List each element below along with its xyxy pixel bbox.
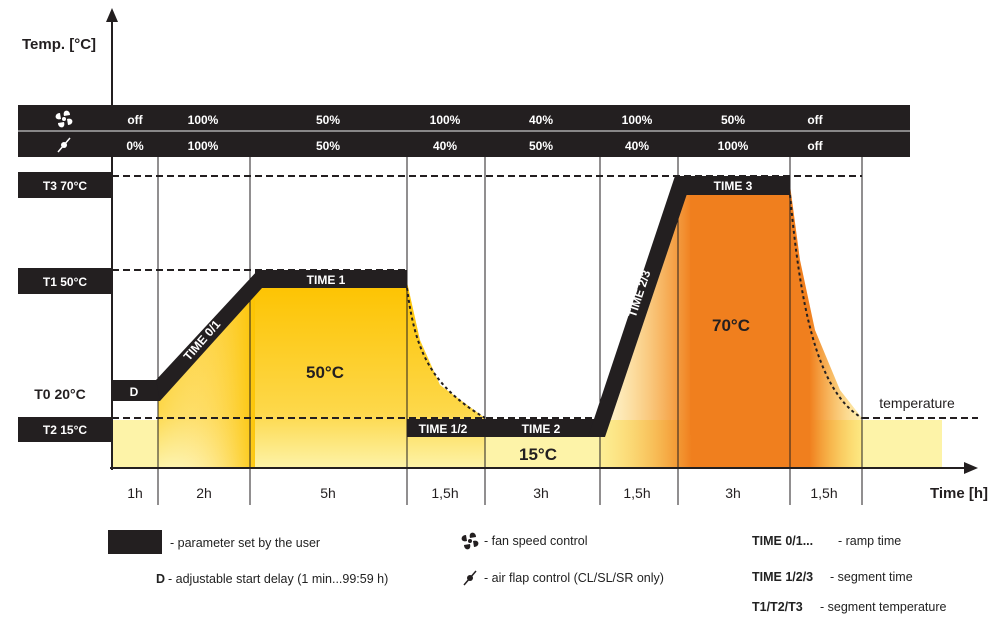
flap-value: 40% — [625, 139, 649, 153]
flap-value: 100% — [718, 139, 749, 153]
duration: 1h — [127, 485, 143, 501]
air-flap-icon — [57, 137, 71, 153]
column-dividers — [157, 105, 863, 505]
duration: 5h — [320, 485, 336, 501]
flap-value: 100% — [188, 139, 219, 153]
time12-time2-segment — [407, 419, 600, 437]
ramp-2-3 — [588, 176, 693, 437]
y-axis-label: Temp. [°C] — [22, 36, 96, 53]
x-axis-label: Time [h] — [930, 485, 988, 502]
fan-value: off — [807, 113, 823, 127]
flap-value: 40% — [433, 139, 457, 153]
ramp-0-1 — [156, 270, 262, 401]
duration: 1,5h — [431, 485, 458, 501]
fan-value: 100% — [622, 113, 653, 127]
delay-label: D — [130, 385, 139, 399]
legend-fan-text: - fan speed control — [484, 534, 588, 548]
duration: 1,5h — [623, 485, 650, 501]
t0-label: T0 20°C — [34, 386, 86, 402]
duration-row: 1h 2h 5h 1,5h 3h 1,5h 3h 1,5h — [127, 485, 837, 501]
legend-ramp-key: TIME 0/1... — [752, 534, 813, 548]
temperature-label: temperature — [879, 395, 955, 411]
legend-d-key: D — [156, 572, 165, 586]
ramp-fill — [158, 282, 255, 468]
x-axis-arrow — [964, 462, 978, 474]
time2-label: TIME 2 — [522, 422, 561, 436]
legend-flap-icon — [463, 570, 477, 586]
t2-box — [18, 417, 112, 442]
cooling-curve-2 — [789, 194, 863, 419]
legend-flap-text: - air flap control (CL/SL/SR only) — [484, 571, 664, 585]
duration: 3h — [533, 485, 549, 501]
delay-segment — [112, 380, 160, 401]
legend-temp-desc: - segment temperature — [820, 600, 946, 614]
fan-value: 40% — [529, 113, 553, 127]
orange-core-fill — [690, 195, 790, 435]
fan-value: 50% — [721, 113, 745, 127]
fan-value: 100% — [188, 113, 219, 127]
legend-user-text: - parameter set by the user — [170, 536, 320, 550]
duration: 2h — [196, 485, 212, 501]
temperature-profile: D TIME 0/1 TIME 1 TIME 1/2 TIME 2 TIME 2… — [112, 176, 863, 437]
y-axis-arrow — [106, 8, 118, 22]
legend: - parameter set by the user D - adjustab… — [108, 530, 946, 614]
time3-label: TIME 3 — [714, 179, 753, 193]
cooling-curve-1 — [406, 287, 486, 419]
legend-user-swatch — [108, 530, 162, 554]
flap-value: off — [807, 139, 823, 153]
area-15-label: 15°C — [519, 445, 557, 464]
flap-value: 0% — [126, 139, 144, 153]
fan-row: off 100% 50% 100% 40% 100% 50% off — [127, 113, 823, 127]
legend-seg-desc: - segment time — [830, 570, 913, 584]
time1-label: TIME 1 — [307, 273, 346, 287]
legend-temp-key: T1/T2/T3 — [752, 600, 803, 614]
time3-segment — [678, 176, 790, 195]
t2-label: T2 15°C — [43, 423, 87, 437]
legend-ramp-desc: - ramp time — [838, 534, 901, 548]
fan-value: off — [127, 113, 143, 127]
duration: 1,5h — [810, 485, 837, 501]
time12-label: TIME 1/2 — [419, 422, 468, 436]
legend-d-desc: - adjustable start delay (1 min...99:59 … — [168, 572, 388, 586]
t1-box — [18, 268, 112, 294]
area-50-label: 50°C — [306, 363, 344, 382]
fan-value: 100% — [430, 113, 461, 127]
legend-seg-key: TIME 1/2/3 — [752, 570, 813, 584]
time1-segment — [255, 270, 407, 288]
flap-value: 50% — [529, 139, 553, 153]
legend-fan-icon — [461, 532, 479, 550]
flap-row: 0% 100% 50% 40% 50% 40% 100% off — [126, 139, 823, 153]
fan-value: 50% — [316, 113, 340, 127]
duration: 3h — [725, 485, 741, 501]
area-70-label: 70°C — [712, 316, 750, 335]
fan-icon — [55, 110, 73, 128]
t3-label: T3 70°C — [43, 179, 87, 193]
flap-value: 50% — [316, 139, 340, 153]
t1-label: T1 50°C — [43, 275, 87, 289]
t3-box — [18, 172, 112, 198]
